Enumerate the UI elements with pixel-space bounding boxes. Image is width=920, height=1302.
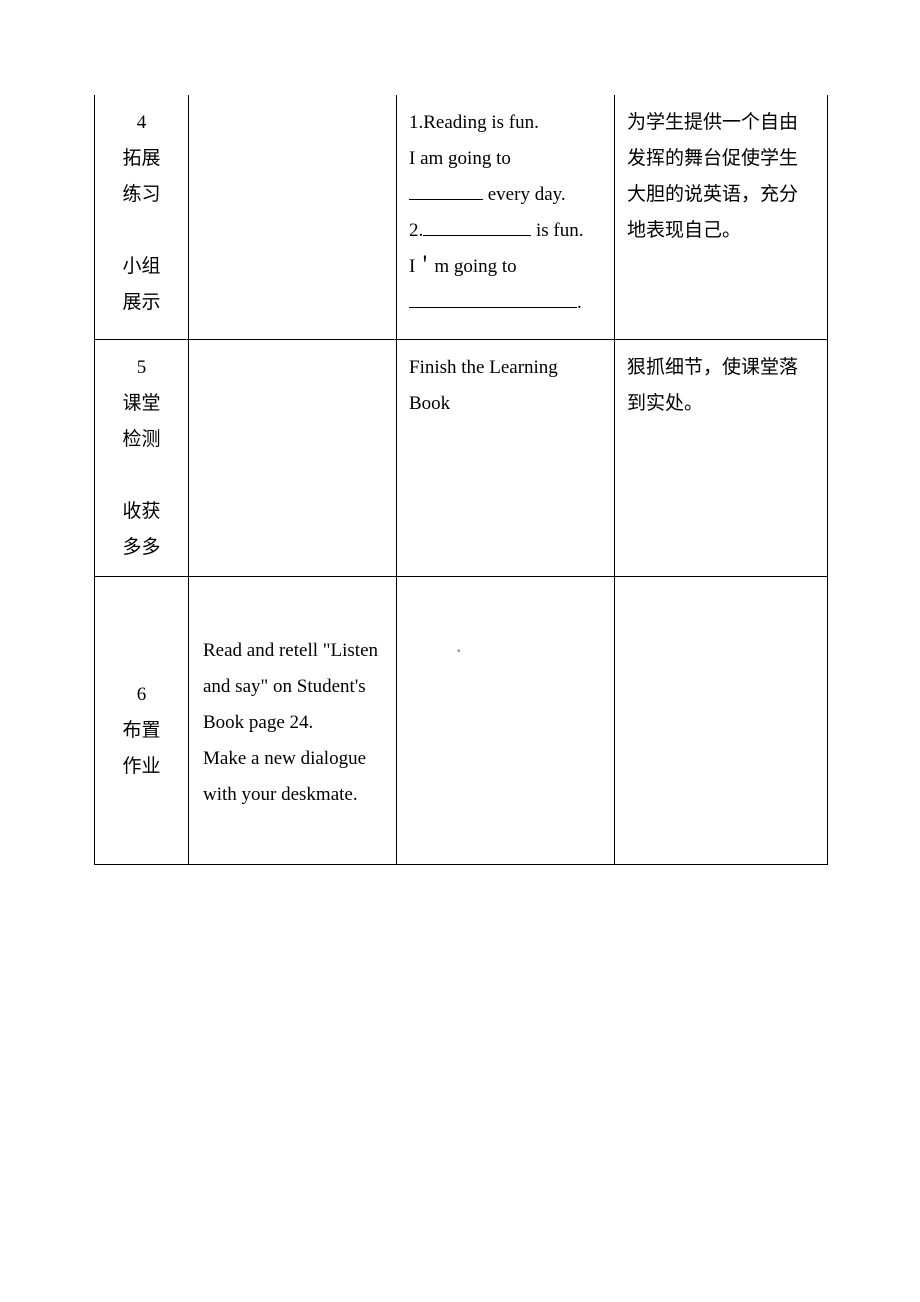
step-label: 课堂 [107, 386, 176, 422]
text: 1.Reading is fun. [409, 112, 539, 133]
step-label: 检测 [107, 422, 176, 458]
step-label: 小组 [107, 249, 176, 285]
text: Read and retell "Listen and say" on Stud… [203, 640, 378, 805]
text: is fun. [531, 220, 583, 241]
step-number: 4 [107, 105, 176, 141]
teacher-activity-cell [189, 95, 397, 339]
text: every day. [483, 184, 566, 205]
exercise-line: . [409, 285, 602, 321]
fill-blank [409, 180, 483, 200]
step-number: 6 [107, 677, 176, 713]
student-activity-cell: 1.Reading is fun. I am going to every da… [397, 95, 615, 339]
text: I am going to [409, 148, 511, 169]
table-row: 6 布置 作业 Read and retell "Listen and say"… [95, 576, 828, 864]
step-label: 拓展 [107, 141, 176, 177]
spacer [107, 213, 176, 249]
exercise-line: I＇m going to [409, 249, 602, 285]
text: 狠抓细节，使课堂落到实处。 [627, 357, 798, 414]
purpose-cell [615, 576, 828, 864]
text: . [577, 292, 582, 313]
teacher-activity-cell: Read and retell "Listen and say" on Stud… [189, 576, 397, 864]
fill-blank [409, 288, 577, 308]
purpose-cell: 狠抓细节，使课堂落到实处。 [615, 339, 828, 576]
text: 为学生提供一个自由发挥的舞台促使学生大胆的说英语，充分地表现自己。 [627, 112, 798, 241]
text: Finish the Learning Book [409, 357, 558, 414]
lesson-plan-table: 4 拓展 练习 小组 展示 1.Reading is fun. I am goi… [94, 95, 828, 865]
student-activity-cell: Finish the Learning Book [397, 339, 615, 576]
fill-blank [423, 216, 531, 236]
table-row: 5 课堂 检测 收获 多多 Finish the Learning Book 狠… [95, 339, 828, 576]
document-page: 4 拓展 练习 小组 展示 1.Reading is fun. I am goi… [0, 0, 920, 1302]
step-label: 收获 [107, 494, 176, 530]
teacher-activity-cell [189, 339, 397, 576]
purpose-cell: 为学生提供一个自由发挥的舞台促使学生大胆的说英语，充分地表现自己。 [615, 95, 828, 339]
spacer [107, 458, 176, 494]
exercise-line: I am going to [409, 141, 602, 177]
step-number: 5 [107, 350, 176, 386]
text: 2. [409, 220, 423, 241]
homework-text: Read and retell "Listen and say" on Stud… [201, 587, 384, 813]
table-row: 4 拓展 练习 小组 展示 1.Reading is fun. I am goi… [95, 95, 828, 339]
step-label: 展示 [107, 285, 176, 321]
step-label: 多多 [107, 530, 176, 566]
student-activity-cell [397, 576, 615, 864]
step-cell: 5 课堂 检测 收获 多多 [95, 339, 189, 576]
step-cell: 6 布置 作业 [95, 576, 189, 864]
exercise-line: every day. [409, 177, 602, 213]
step-cell: 4 拓展 练习 小组 展示 [95, 95, 189, 339]
page-center-mark: ▪ [457, 649, 463, 655]
exercise-line: 1.Reading is fun. [409, 105, 602, 141]
step-label: 练习 [107, 177, 176, 213]
step-label: 作业 [107, 749, 176, 785]
text: I＇m going to [409, 256, 517, 277]
text: ▪ [457, 646, 461, 657]
step-label: 布置 [107, 713, 176, 749]
exercise-line: 2. is fun. [409, 213, 602, 249]
